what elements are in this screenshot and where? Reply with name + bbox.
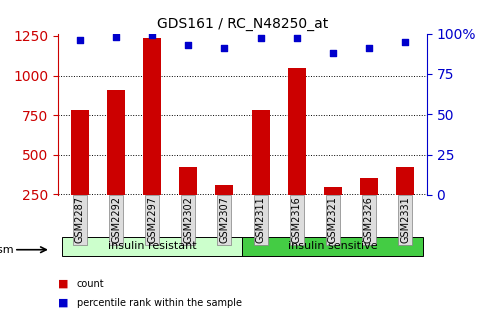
Bar xyxy=(251,110,269,195)
Bar xyxy=(287,68,305,195)
Text: GSM2297: GSM2297 xyxy=(147,197,157,244)
Point xyxy=(400,39,408,44)
Text: GSM2326: GSM2326 xyxy=(363,197,373,243)
Text: GSM2302: GSM2302 xyxy=(183,197,193,243)
Bar xyxy=(71,110,89,195)
Text: GSM2331: GSM2331 xyxy=(399,197,409,243)
Point xyxy=(328,50,336,56)
Text: GSM2307: GSM2307 xyxy=(219,197,229,243)
Bar xyxy=(323,187,341,195)
Bar xyxy=(61,237,242,256)
Point xyxy=(364,45,372,51)
Text: GSM2292: GSM2292 xyxy=(111,197,121,244)
Point xyxy=(220,45,228,51)
Text: insulin sensitive: insulin sensitive xyxy=(287,242,377,251)
Bar xyxy=(143,38,161,195)
Point xyxy=(112,34,120,40)
Point xyxy=(76,37,84,43)
Text: GSM2311: GSM2311 xyxy=(255,197,265,243)
Bar xyxy=(359,178,377,195)
Text: count: count xyxy=(76,279,104,289)
Text: GSM2321: GSM2321 xyxy=(327,197,337,243)
Point xyxy=(148,33,156,38)
Point xyxy=(292,36,300,41)
Bar xyxy=(242,237,423,256)
Text: GSM2287: GSM2287 xyxy=(75,197,85,244)
Point xyxy=(256,36,264,41)
Title: GDS161 / RC_N48250_at: GDS161 / RC_N48250_at xyxy=(156,17,328,31)
Bar xyxy=(215,185,233,195)
Text: GSM2316: GSM2316 xyxy=(291,197,301,243)
Text: insulin resistant: insulin resistant xyxy=(107,242,196,251)
Text: ■: ■ xyxy=(58,298,69,308)
Bar xyxy=(395,167,413,195)
Text: percentile rank within the sample: percentile rank within the sample xyxy=(76,298,241,308)
Text: metabolism: metabolism xyxy=(0,245,14,255)
Bar xyxy=(107,90,125,195)
Bar xyxy=(179,167,197,195)
Text: ■: ■ xyxy=(58,279,69,289)
Point xyxy=(184,42,192,48)
